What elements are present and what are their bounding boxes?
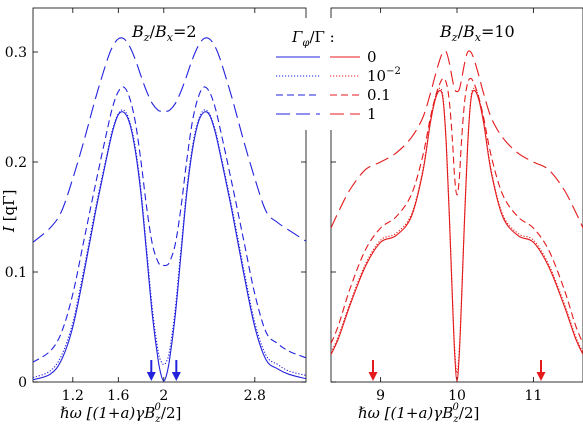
series-line-0 xyxy=(331,89,583,382)
y-axis-title: I [qΓ] xyxy=(0,190,18,233)
y-tick-label: 0.2 xyxy=(5,155,27,171)
legend-background xyxy=(268,18,390,130)
left-x-axis-title: ℏω [(1+a)γBz0/2] xyxy=(60,402,181,425)
x-tick-label: 2 xyxy=(159,388,168,404)
right-arrow-markers xyxy=(368,360,546,381)
y-tick-label: 0 xyxy=(18,375,27,391)
x-tick-label: 1.2 xyxy=(62,388,84,404)
legend-row: 1 xyxy=(276,105,377,123)
left-plot-frame xyxy=(32,7,307,383)
series-line-10^-2 xyxy=(33,109,306,379)
right-tick-marks xyxy=(331,8,534,383)
x-tick-label: 10 xyxy=(448,388,466,404)
left-tick-marks xyxy=(33,8,306,383)
legend-header: Γφ/Γ : xyxy=(291,28,335,49)
arrow-marker xyxy=(368,360,378,381)
series-line-1 xyxy=(33,37,306,243)
x-tick-label: 9 xyxy=(376,388,385,404)
right-panel-title: Bz/Bx=10 xyxy=(439,22,515,44)
arrow-marker xyxy=(146,360,156,381)
series-line-1 xyxy=(331,50,583,229)
legend-row: 0 xyxy=(276,48,377,66)
x-tick-label: 1.6 xyxy=(107,388,129,404)
y-tick-label: 0.1 xyxy=(5,265,27,281)
left-series-lines xyxy=(33,37,306,382)
x-tick-label: 11 xyxy=(524,388,542,404)
right-panel: 9 10 11 Bz/Bx=10 ℏω [(1+a)γBz0/2] xyxy=(330,7,583,425)
legend-label: 10−2 xyxy=(367,66,401,85)
x-tick-label: 2.8 xyxy=(244,388,266,404)
right-series-lines xyxy=(331,50,583,382)
left-arrow-markers xyxy=(146,360,181,381)
legend-label: 1 xyxy=(367,105,377,123)
series-line-0.1 xyxy=(33,86,306,363)
left-tick-labels: 1.2 1.6 2 2.8 0 0.1 0.2 0.3 xyxy=(5,45,266,404)
right-tick-labels: 9 10 11 xyxy=(376,388,542,404)
arrow-marker xyxy=(536,360,546,381)
series-line-10^-2 xyxy=(331,87,583,374)
right-x-axis-title: ℏω [(1+a)γBz0/2] xyxy=(358,402,479,425)
legend-label: 0 xyxy=(367,48,377,66)
series-line-0.1 xyxy=(331,77,583,344)
left-panel: 1.2 1.6 2 2.8 0 0.1 0.2 0.3 Bz/Bx=2 ℏω [(1+a)γB… xyxy=(0,7,307,425)
legend: Γφ/Γ : 010−20.11 xyxy=(268,18,401,130)
legend-row: 0.1 xyxy=(276,86,391,104)
legend-label: 0.1 xyxy=(367,86,391,104)
series-line-0 xyxy=(33,111,306,382)
y-tick-label: 0.3 xyxy=(5,45,27,61)
arrow-marker xyxy=(171,360,181,381)
left-panel-title: Bz/Bx=2 xyxy=(131,22,197,44)
